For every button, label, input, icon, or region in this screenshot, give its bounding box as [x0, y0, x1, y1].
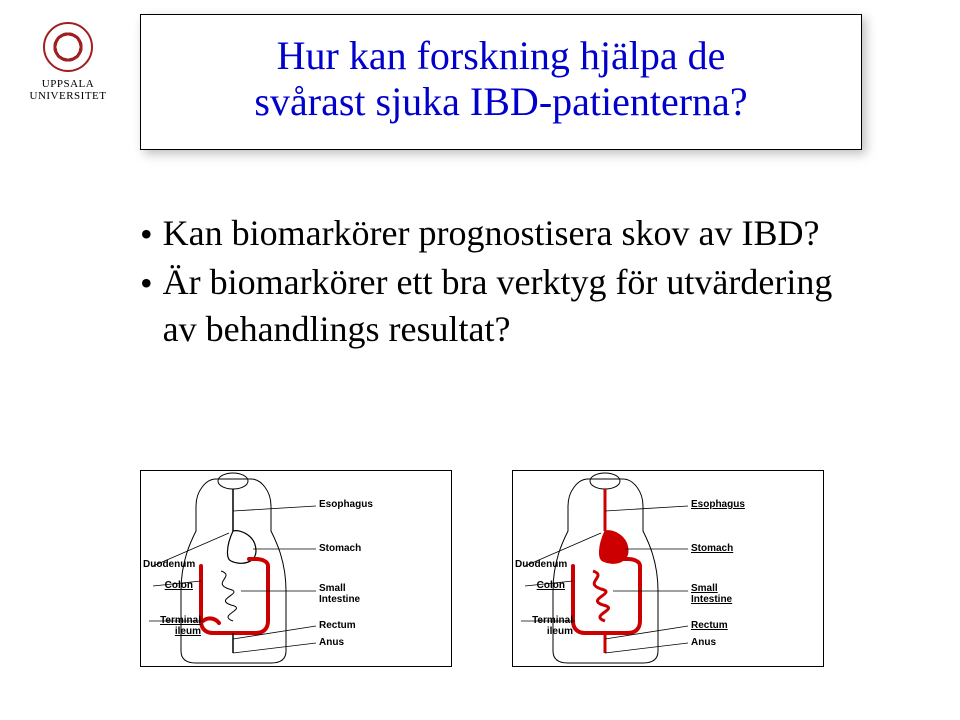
bullet-2: • Är biomarkörer ett bra verktyg för utv… [140, 259, 840, 353]
logo-text: UPPSALA UNIVERSITET [30, 78, 107, 102]
seal-icon [43, 22, 93, 72]
label-colon: Colon [143, 580, 193, 591]
bullet-2-text: Är biomarkörer ett bra verktyg för utvär… [163, 259, 840, 353]
label-stomach: Stomach [691, 543, 733, 554]
label-small-intestine: Small Intestine [319, 583, 360, 605]
diagram-right: Esophagus Stomach Small Intestine Rectum… [512, 470, 824, 667]
title-line-2: svårast sjuka IBD-patienterna? [161, 79, 841, 125]
title-box: Hur kan forskning hjälpa de svårast sjuk… [140, 14, 862, 150]
bullet-marker: • [140, 216, 153, 252]
label-stomach: Stomach [319, 543, 361, 554]
label-duodenum: Duodenum [143, 559, 193, 570]
bullet-marker: • [140, 265, 153, 301]
label-colon: Colon [515, 580, 565, 591]
diagram-row: Esophagus Stomach Small Intestine Rectum… [140, 470, 840, 667]
label-rectum: Rectum [319, 620, 356, 631]
label-esophagus: Esophagus [691, 499, 745, 510]
bullet-1: • Kan biomarkörer prognostisera skov av … [140, 210, 840, 257]
label-small-intestine: Small Intestine [691, 583, 732, 605]
label-duodenum: Duodenum [515, 559, 565, 570]
label-rectum: Rectum [691, 620, 728, 631]
diagram-left: Esophagus Stomach Small Intestine Rectum… [140, 470, 452, 667]
label-esophagus: Esophagus [319, 499, 373, 510]
university-logo: UPPSALA UNIVERSITET [18, 22, 118, 102]
logo-line1: UPPSALA [42, 78, 94, 90]
bullet-1-text: Kan biomarkörer prognostisera skov av IB… [163, 210, 820, 257]
label-terminal-ileum: Terminal ileum [139, 615, 201, 637]
label-anus: Anus [691, 637, 716, 648]
title-line-1: Hur kan forskning hjälpa de [161, 33, 841, 79]
body-text: • Kan biomarkörer prognostisera skov av … [140, 210, 840, 354]
label-anus: Anus [319, 637, 344, 648]
logo-line2: UNIVERSITET [30, 90, 107, 102]
label-terminal-ileum: Terminal ileum [511, 615, 573, 637]
